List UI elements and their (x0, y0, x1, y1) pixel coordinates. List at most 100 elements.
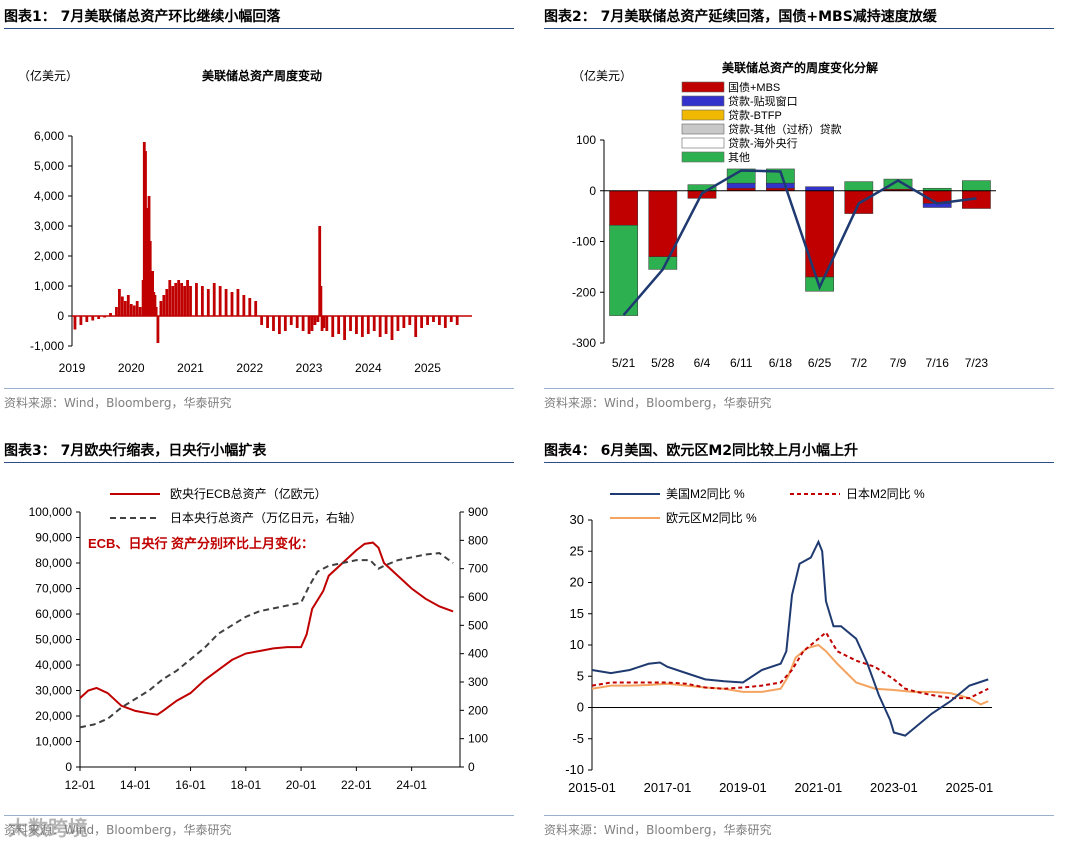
chart3-legend-label: 欧央行ECB总资产（亿欧元） (170, 486, 327, 501)
chart2-bar-segment (648, 190, 678, 257)
chart1-bar (174, 283, 178, 316)
chart2-heading-rule (544, 28, 1054, 29)
chart3-y2-tick-label: 400 (468, 647, 488, 661)
chart3-y2-tick-label: 300 (468, 675, 488, 689)
chart2-legend-label: 贷款-其他（过桥）贷款 (728, 122, 842, 136)
chart3-y-tick-label: 70,000 (35, 582, 72, 596)
chart1-bar (177, 280, 181, 316)
chart4-x-tick-label: 2021-01 (795, 780, 843, 795)
chart1-bar (455, 316, 459, 325)
chart1-bar (129, 304, 133, 316)
chart3-y-tick-label: 60,000 (35, 607, 72, 621)
chart1-bar (289, 316, 293, 325)
chart4-y-tick-label: -5 (572, 731, 584, 746)
chart2-legend-label: 贷款-BTFP (728, 108, 782, 122)
chart1-bar (438, 316, 441, 325)
chart2-legend-label: 国债+MBS (728, 80, 780, 94)
chart2-legend-label: 贷款-海外央行 (728, 136, 798, 150)
chart3-source-rule (4, 815, 514, 816)
panel-chart4: 图表4： 6月美国、欧元区M2同比较上月小幅上升 -10 -5 0 5 10 15 20 25… (544, 440, 1056, 845)
chart1-bar (195, 283, 198, 316)
chart2-legend-swatch (681, 151, 725, 163)
chart2-y-tick-label: -100 (572, 235, 596, 249)
chart1-bar (159, 301, 163, 316)
chart4-x-tick-label: 2017-01 (644, 780, 692, 795)
chart1-bar (384, 316, 388, 334)
chart1-bar (260, 316, 264, 325)
chart1-source: 资料来源：Wind，Bloomberg，华泰研究 (4, 396, 232, 410)
chart4-legend-label: 美国M2同比 % (666, 487, 745, 501)
chart2-bar-segment (962, 180, 991, 192)
chart1-y-tick-label: 5,000 (34, 159, 64, 173)
chart1-bar (420, 316, 424, 328)
chart1-bar (168, 280, 172, 316)
chart2-bar-segment (609, 225, 638, 316)
chart3-annotation: ECB、日央行 资产分别环比上月变化： (88, 536, 314, 551)
chart1-bar (378, 316, 382, 337)
chart1-source-rule (4, 388, 514, 389)
chart1-bar (212, 283, 216, 316)
chart4-y-tick-label: 20 (570, 575, 584, 590)
chart2-source: 资料来源：Wind，Bloomberg，华泰研究 (544, 396, 772, 410)
watermark: 大数跨境 (8, 816, 88, 840)
chart1-x-tick-label: 2023 (296, 361, 323, 375)
chart1-bar (171, 286, 175, 316)
chart1-bar (79, 316, 83, 325)
chart2-x-tick-label: 6/4 (694, 356, 711, 370)
chart1-unit: （亿美元） (18, 68, 78, 83)
chart4-x-tick-label: 2019-01 (719, 780, 767, 795)
chart1-bar (414, 316, 418, 337)
chart4-x-tick-label: 2025-01 (945, 780, 993, 795)
chart1-bar (310, 316, 314, 331)
chart2-x-tick-label: 7/16 (926, 356, 950, 370)
chart3-y2-tick-label: 700 (468, 562, 488, 576)
chart3-y2-tick-label: 600 (468, 590, 488, 604)
chart1-bar (189, 286, 192, 316)
chart4-heading: 图表4： 6月美国、欧元区M2同比较上月小幅上升 (544, 443, 859, 459)
chart4-legend-label: 欧元区M2同比 % (666, 511, 757, 525)
chart2-bar-segment (726, 168, 756, 184)
chart1-bar (349, 316, 352, 331)
chart1-bar (319, 286, 323, 316)
chart1-y-tick-label: 3,000 (34, 219, 64, 233)
chart2-legend-label: 贷款-贴现窗口 (728, 94, 798, 108)
chart1-bar (153, 295, 157, 316)
chart2-legend-swatch (681, 109, 725, 121)
chart2-bar-segment (609, 190, 638, 226)
chart2-bar-segment (844, 181, 874, 192)
chart2-x-tick-label: 7/9 (890, 356, 907, 370)
chart1-bar (295, 316, 299, 328)
chart1-bar (402, 316, 406, 328)
panel-chart3: 图表3： 7月欧央行缩表，日央行小幅扩表 0 10,000 20,000 30,000… (4, 440, 516, 845)
chart4-source-rule (544, 815, 1054, 816)
chart1-bar (242, 295, 246, 316)
chart1-bar (443, 316, 447, 328)
chart2-legend-swatch (681, 137, 725, 149)
chart4-series-line (591, 643, 989, 706)
chart3-y2-tick-label: 200 (468, 703, 488, 717)
chart2-x-tick-label: 7/23 (965, 356, 989, 370)
chart2-title: 美联储总资产的周度变化分解 (722, 60, 878, 75)
chart4-y-tick-label: 0 (577, 700, 584, 715)
chart1-bar (449, 316, 453, 322)
chart3-heading: 图表3： 7月欧央行缩表，日央行小幅扩表 (4, 443, 267, 459)
chart1-title: 美联储总资产周度变动 (202, 68, 322, 83)
chart1-bar (254, 301, 258, 316)
chart1-bar (322, 316, 326, 328)
chart3-y-tick-label: 50,000 (35, 633, 72, 647)
chart1-bar (318, 226, 322, 316)
chart1-bar (355, 316, 358, 334)
chart1-bar (408, 316, 412, 325)
chart3-heading-rule (4, 462, 514, 463)
chart1-y-tick-label: -1,000 (30, 339, 64, 353)
chart1-y-tick-label: 6,000 (34, 129, 64, 143)
chart2-x-tick-label: 6/11 (730, 356, 753, 370)
chart4-source: 资料来源：Wind，Bloomberg，华泰研究 (544, 823, 772, 837)
chart1-bar (426, 316, 429, 325)
chart3-y2-tick-label: 800 (468, 533, 488, 547)
chart1-bar (320, 316, 324, 331)
chart1-bar (278, 316, 281, 334)
chart1-bar (156, 316, 160, 343)
chart3-y-tick-label: 20,000 (35, 709, 72, 723)
chart4-y-tick-label: -10 (565, 762, 584, 777)
